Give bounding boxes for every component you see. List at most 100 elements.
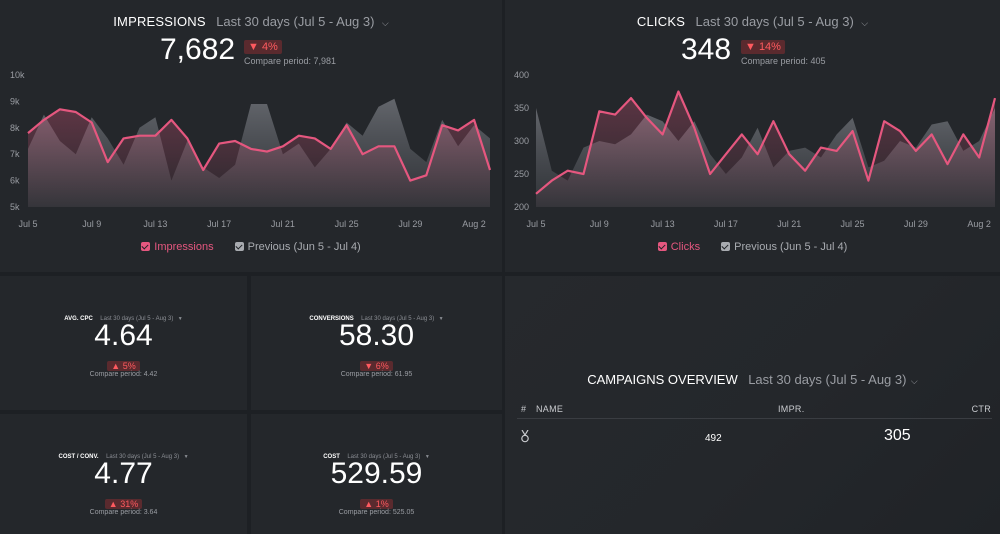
- current-series-area: [536, 91, 995, 207]
- chevron-down-icon[interactable]: ▼: [177, 316, 183, 322]
- impressions-value: 7,682: [160, 33, 236, 66]
- clicks-chart: 200 250 300 350 400 Jul 5 Jul 9 Jul 13 Jul 17 Jul…: [514, 70, 997, 229]
- clicks-legend-label[interactable]: Clicks: [670, 241, 701, 253]
- y-tick-label: 8k: [10, 123, 20, 133]
- cost-header: COST Last 30 days (Jul 5 - Aug 3) ▼: [251, 445, 502, 463]
- x-tick-label: Jul 13: [143, 219, 167, 229]
- clicks-legend: Clicks Previous (Jun 5 - Jul 4): [505, 241, 1000, 253]
- x-tick-label: Jul 25: [335, 219, 359, 229]
- avg-cpc-value: 4.64: [94, 319, 153, 352]
- chevron-down-icon[interactable]: ▼: [438, 316, 444, 322]
- y-tick-label: 10k: [10, 70, 25, 80]
- cost-title: COST: [323, 454, 340, 460]
- conversions-change-badge: ▼ 6%: [360, 361, 393, 371]
- cost-range-dropdown[interactable]: Last 30 days (Jul 5 - Aug 3): [347, 454, 421, 460]
- chevron-down-icon[interactable]: ⌵: [910, 376, 918, 386]
- clicks-header: CLICKS Last 30 days (Jul 5 - Aug 3) ⌵: [505, 13, 1000, 31]
- cost-conv-header: COST / CONV. Last 30 days (Jul 5 - Aug 3…: [0, 445, 247, 463]
- cost-value: 529.59: [330, 457, 423, 490]
- conversions-range-dropdown[interactable]: Last 30 days (Jul 5 - Aug 3): [361, 316, 435, 322]
- previous-legend-label[interactable]: Previous (Jun 5 - Jul 4): [247, 241, 361, 253]
- impressions-legend-label[interactable]: Impressions: [154, 241, 214, 253]
- clicks-legend-checkbox[interactable]: [657, 242, 667, 251]
- current-series-line: [535, 90, 997, 195]
- column-header-name[interactable]: NAME: [536, 404, 564, 414]
- y-tick-label: 9k: [10, 96, 20, 106]
- impressions-title: IMPRESSIONS: [113, 14, 206, 29]
- y-tick-label: 400: [514, 70, 529, 80]
- avg-cpc-widget: AVG. CPC Last 30 days (Jul 5 - Aug 3) ▼ …: [0, 276, 247, 410]
- impressions-widget: IMPRESSIONS Last 30 days (Jul 5 - Aug 3)…: [0, 0, 502, 272]
- x-tick-label: Jul 29: [398, 219, 422, 229]
- cost-conv-value: 4.77: [94, 457, 153, 490]
- avg-cpc-change-badge: ▲ 5%: [107, 361, 140, 371]
- x-tick-label: Aug 2: [462, 219, 486, 229]
- column-header-ctr[interactable]: CTR: [971, 404, 991, 414]
- chevron-down-icon[interactable]: ⌵: [381, 18, 389, 28]
- cost-change-badge: ▲ 1%: [360, 499, 393, 509]
- impressions-chart: 5k 6k 7k 8k 9k 10k Jul 5 Jul 9 Jul 13 Jul 17 Jul 2…: [10, 70, 492, 229]
- column-header-rank[interactable]: #: [521, 404, 527, 414]
- clicks-change: ▼ 14%: [741, 37, 785, 55]
- campaigns-header: CAMPAIGNS OVERVIEW Last 30 days (Jul 5 -…: [505, 371, 1000, 389]
- conversions-widget: CONVERSIONS Last 30 days (Jul 5 - Aug 3)…: [251, 276, 502, 410]
- x-tick-label: Jul 5: [18, 219, 37, 229]
- conversions-compare: Compare period: 61.95: [340, 371, 413, 378]
- clicks-widget: CLICKS Last 30 days (Jul 5 - Aug 3) ⌵ 34…: [505, 0, 1000, 272]
- x-tick-label: Aug 2: [967, 219, 991, 229]
- y-tick-label: 350: [514, 103, 529, 113]
- cost-conv-range-dropdown[interactable]: Last 30 days (Jul 5 - Aug 3): [106, 454, 180, 460]
- conversions-header: CONVERSIONS Last 30 days (Jul 5 - Aug 3)…: [251, 307, 502, 325]
- medal-icon: [521, 430, 529, 443]
- impressions-header: IMPRESSIONS Last 30 days (Jul 5 - Aug 3)…: [0, 13, 502, 31]
- campaigns-overview-widget: CAMPAIGNS OVERVIEW Last 30 days (Jul 5 -…: [505, 276, 1000, 534]
- chevron-down-icon[interactable]: ▼: [424, 454, 430, 460]
- column-header-impr[interactable]: IMPR.: [778, 404, 805, 414]
- campaign-impr: 492: [705, 433, 722, 444]
- current-series-area: [28, 109, 490, 207]
- x-tick-label: Jul 17: [207, 219, 231, 229]
- cost-conv-change-badge: ▲ 31%: [104, 499, 143, 509]
- y-tick-label: 250: [514, 169, 529, 179]
- x-tick-label: Jul 13: [651, 219, 675, 229]
- y-tick-label: 6k: [10, 176, 20, 186]
- conversions-value: 58.30: [338, 319, 415, 352]
- cost-per-conversion-widget: COST / CONV. Last 30 days (Jul 5 - Aug 3…: [0, 414, 247, 534]
- chevron-down-icon[interactable]: ▼: [183, 454, 189, 460]
- y-tick-label: 7k: [10, 149, 20, 159]
- table-divider: [517, 418, 992, 419]
- previous-legend-checkbox[interactable]: [721, 242, 731, 251]
- x-tick-label: Jul 29: [904, 219, 928, 229]
- campaign-ctr: 305: [884, 427, 911, 444]
- current-series-line: [27, 108, 492, 182]
- cost-conv-compare: Compare period: 3.64: [89, 509, 158, 516]
- x-tick-label: Jul 21: [271, 219, 295, 229]
- campaigns-range-dropdown[interactable]: Last 30 days (Jul 5 - Aug 3): [748, 372, 907, 387]
- clicks-range-dropdown[interactable]: Last 30 days (Jul 5 - Aug 3): [695, 14, 854, 29]
- y-tick-label: 300: [514, 136, 529, 146]
- chevron-down-icon[interactable]: ⌵: [861, 18, 869, 28]
- campaigns-title: CAMPAIGNS OVERVIEW: [587, 372, 738, 387]
- impressions-legend-checkbox[interactable]: [141, 242, 151, 251]
- cost-widget: COST Last 30 days (Jul 5 - Aug 3) ▼ 529.…: [251, 414, 502, 534]
- x-tick-label: Jul 9: [590, 219, 609, 229]
- y-tick-label: 200: [514, 202, 529, 212]
- avg-cpc-range-dropdown[interactable]: Last 30 days (Jul 5 - Aug 3): [100, 316, 174, 322]
- x-tick-label: Jul 17: [714, 219, 738, 229]
- conversions-title: CONVERSIONS: [309, 316, 354, 322]
- impressions-change: ▼ 4%: [244, 37, 282, 55]
- y-tick-label: 5k: [10, 202, 20, 212]
- clicks-compare: Compare period: 405: [741, 56, 826, 66]
- x-tick-label: Jul 5: [526, 219, 545, 229]
- x-tick-label: Jul 25: [841, 219, 865, 229]
- previous-legend-label[interactable]: Previous (Jun 5 - Jul 4): [734, 241, 848, 253]
- x-tick-label: Jul 9: [82, 219, 101, 229]
- previous-legend-checkbox[interactable]: [234, 242, 244, 251]
- clicks-title: CLICKS: [636, 14, 686, 29]
- clicks-change-badge: ▼ 14%: [741, 40, 785, 54]
- avg-cpc-compare: Compare period: 4.42: [89, 371, 158, 378]
- clicks-value: 348: [681, 33, 732, 66]
- impressions-legend: Impressions Previous (Jun 5 - Jul 4): [0, 241, 502, 253]
- impressions-range-dropdown[interactable]: Last 30 days (Jul 5 - Aug 3): [216, 14, 375, 29]
- avg-cpc-title: AVG. CPC: [64, 316, 93, 322]
